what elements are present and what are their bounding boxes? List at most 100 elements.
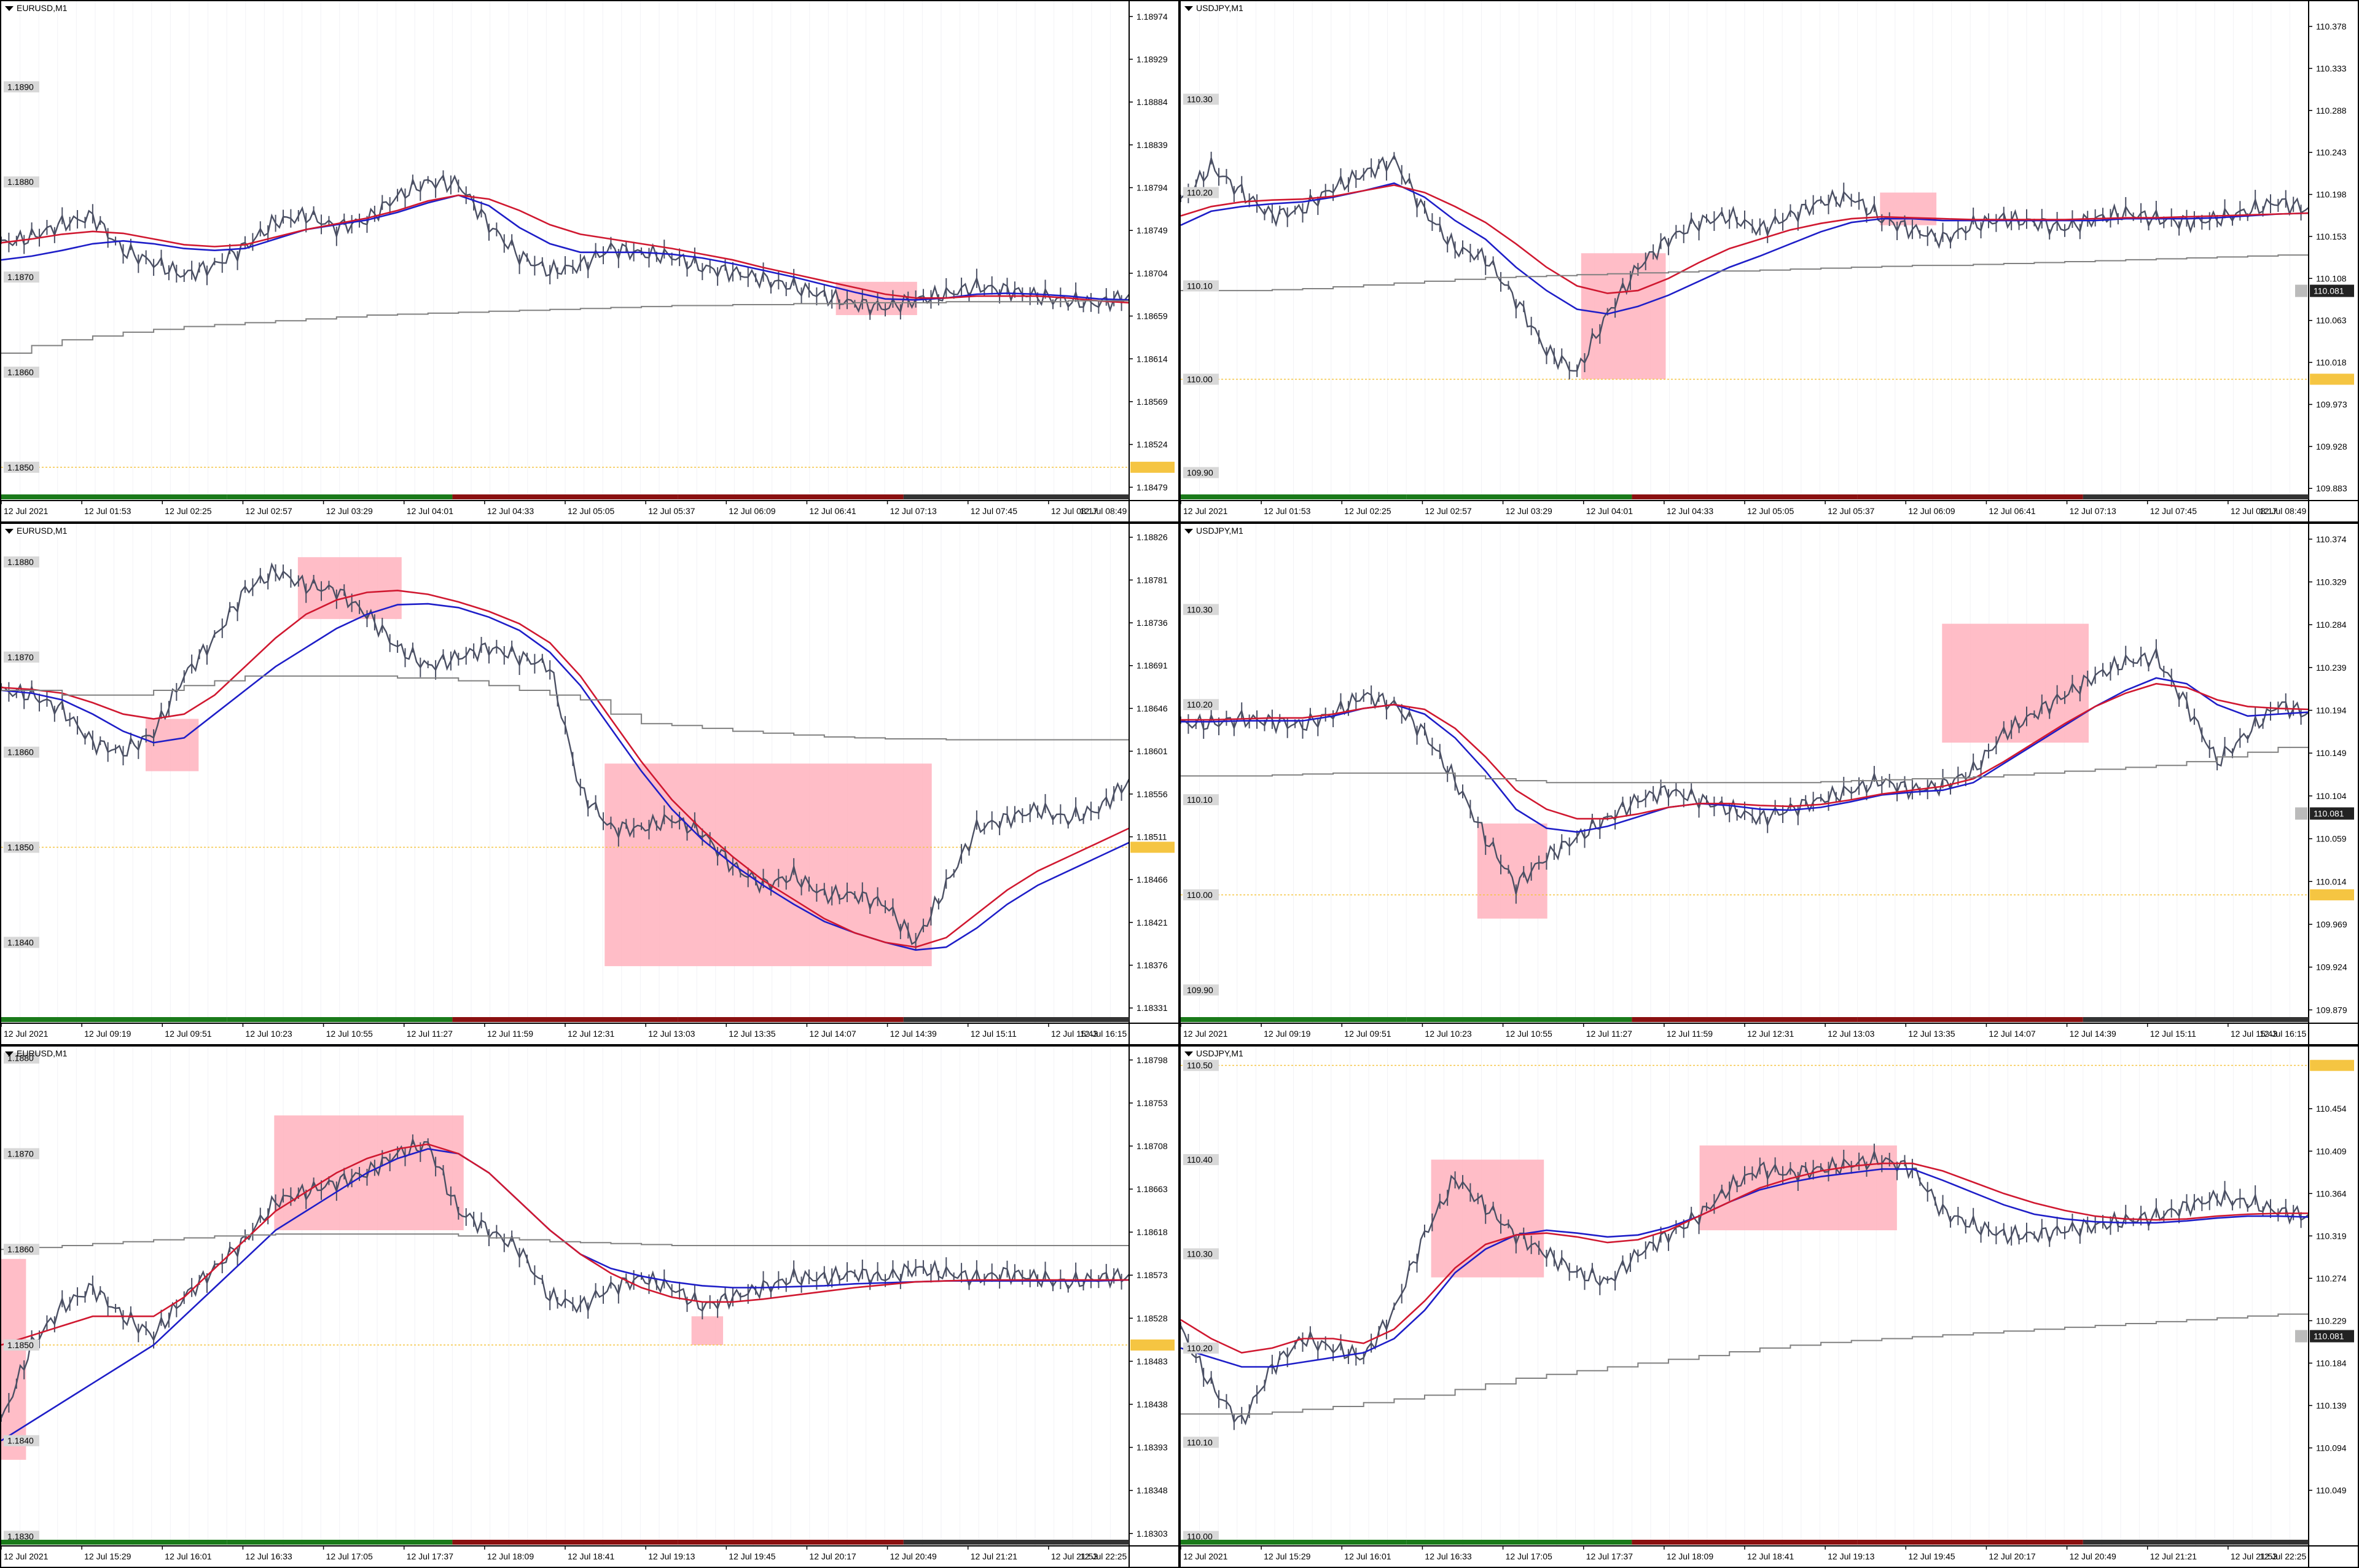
right-tick-label: 1.18839 [1136, 140, 1168, 150]
time-tick-label: 12 Jul 07:45 [971, 506, 1017, 516]
time-tick-label: 12 Jul 07:13 [890, 506, 937, 516]
right-tick-label: 1.18663 [1136, 1184, 1168, 1194]
right-tick-label: 1.18601 [1136, 746, 1168, 756]
svg-text:1.1890: 1.1890 [7, 82, 34, 92]
dropdown-triangle-icon[interactable] [5, 1051, 14, 1057]
right-tick-label: 1.18884 [1136, 97, 1168, 107]
time-tick-label: 12 Jul 09:51 [1344, 1029, 1391, 1039]
svg-text:1.1830: 1.1830 [7, 1531, 34, 1541]
chart-svg: 1.1890 1.1880 1.1870 1.1860 1.1850 1.18974 1.1… [1, 1, 1178, 521]
left-tick-label: 110.30 [1183, 604, 1219, 615]
chart-panel-4[interactable]: 110.30 110.20 110.10 110.00 109.90 110.374 110… [1180, 523, 2359, 1045]
time-tick-label: 12 Jul 19:45 [729, 1551, 775, 1561]
time-tick-label: 12 Jul 09:19 [1264, 1029, 1310, 1039]
dropdown-triangle-icon[interactable] [1184, 6, 1193, 12]
right-tick-label: 1.18331 [1136, 1003, 1168, 1013]
svg-text:1.1860: 1.1860 [7, 747, 34, 757]
right-tick-label: 1.18483 [1136, 1356, 1168, 1366]
chart-symbol-title[interactable]: EURUSD,M1 [5, 1048, 67, 1058]
time-tick-label: 12 Jul 17:37 [407, 1551, 453, 1561]
chart-symbol-title[interactable]: USDJPY,M1 [1184, 3, 1243, 13]
right-tick-label: 1.18348 [1136, 1486, 1168, 1496]
time-tick-label: 12 Jul 11:27 [1586, 1029, 1632, 1039]
symbol-label: EURUSD,M1 [17, 1048, 68, 1058]
time-tick-label: 12 Jul 15:29 [84, 1551, 131, 1561]
time-tick-label: 12 Jul 12:31 [1747, 1029, 1794, 1039]
session-strip [1, 494, 1129, 499]
chart-symbol-title[interactable]: USDJPY,M1 [1184, 1048, 1243, 1058]
time-tick-label: 12 Jul 08:17 [2231, 506, 2277, 516]
highlight-zone [1581, 253, 1666, 380]
time-tick-label: 12 Jul 04:33 [1667, 506, 1713, 516]
chart-panel-3[interactable]: 1.1880 1.1870 1.1860 1.1850 1.1840 1.18826 1.1… [0, 523, 1180, 1045]
svg-text:110.081: 110.081 [2314, 1332, 2344, 1341]
time-tick-label: 12 Jul 15:11 [2150, 1029, 2196, 1039]
chart-panel-5[interactable]: 1.1880 1.1870 1.1860 1.1850 1.1840 1.1830 1.18… [0, 1045, 1180, 1568]
left-tick-label: 109.90 [1183, 467, 1219, 478]
svg-text:1.1870: 1.1870 [7, 1149, 34, 1158]
symbol-label: USDJPY,M1 [1196, 526, 1243, 536]
right-tick-label: 1.18659 [1136, 311, 1168, 321]
time-tick-label: 12 Jul 20:17 [809, 1551, 856, 1561]
time-tick-label: 12 Jul 13:03 [1828, 1029, 1874, 1039]
moving-average-slow-line [1181, 682, 2309, 820]
dropdown-triangle-icon[interactable] [5, 529, 14, 534]
right-tick-label: 110.104 [2316, 791, 2347, 801]
time-tick-label: 12 Jul 13:03 [648, 1029, 695, 1039]
chart-symbol-title[interactable]: EURUSD,M1 [5, 526, 67, 536]
time-tick-label: 12 Jul 14:39 [2070, 1029, 2116, 1039]
time-tick-label: 12 Jul 04:33 [487, 506, 534, 516]
chart-symbol-title[interactable]: EURUSD,M1 [5, 3, 67, 13]
right-tick-label: 1.18393 [1136, 1443, 1168, 1453]
right-tick-label: 110.229 [2316, 1316, 2347, 1325]
dropdown-triangle-icon[interactable] [1184, 1051, 1193, 1057]
highlight-zone [1, 1258, 26, 1460]
time-tick-label: 12 Jul 11:27 [407, 1029, 453, 1039]
chart-panel-1[interactable]: 1.1890 1.1880 1.1870 1.1860 1.1850 1.18974 1.1… [0, 0, 1180, 523]
support-level-line [1, 300, 1129, 354]
symbol-label: EURUSD,M1 [17, 526, 68, 536]
time-tick-label: 12 Jul 20:17 [1989, 1551, 2035, 1561]
last-price-label: 110.081 [2295, 1330, 2354, 1343]
svg-text:110.30: 110.30 [1187, 604, 1213, 614]
time-tick-label: 12 Jul 11:59 [487, 1029, 533, 1039]
last-price-label: 110.081 [2295, 284, 2354, 297]
right-price-scale [2309, 1, 2358, 521]
svg-text:1.1880: 1.1880 [7, 557, 34, 567]
right-price-scale [1129, 1047, 1178, 1567]
moving-average-fast-line [1, 603, 1130, 951]
right-tick-label: 110.063 [2316, 316, 2347, 326]
time-tick-label: 12 Jul 02:57 [1425, 506, 1471, 516]
svg-text:109.90: 109.90 [1187, 467, 1213, 477]
chart-symbol-title[interactable]: USDJPY,M1 [1184, 526, 1243, 536]
svg-text:1.1850: 1.1850 [7, 462, 34, 472]
time-tick-label: 12 Jul 06:41 [1989, 506, 2035, 516]
time-tick-label: 12 Jul 10:23 [1425, 1029, 1471, 1039]
dropdown-triangle-icon[interactable] [1184, 529, 1193, 534]
session-strip [1181, 1540, 2309, 1545]
svg-text:110.20: 110.20 [1187, 700, 1213, 709]
session-strip [1, 1540, 1129, 1545]
left-tick-label: 1.1870 [4, 651, 39, 663]
support-level-line [1181, 253, 2309, 292]
highlight-zone [297, 557, 402, 619]
svg-text:110.081: 110.081 [2314, 809, 2344, 819]
time-tick-label: 12 Jul 2021 [4, 1029, 49, 1039]
time-tick-label: 12 Jul 2021 [1183, 506, 1228, 516]
dropdown-triangle-icon[interactable] [5, 6, 14, 12]
chart-panel-2[interactable]: 110.30 110.20 110.10 110.00 109.90 110.378 110… [1180, 0, 2359, 523]
right-tick-label: 110.094 [2316, 1443, 2347, 1453]
moving-average-slow-line [1, 194, 1130, 304]
chart-svg: 110.30 110.20 110.10 110.00 109.90 110.378 110… [1181, 1, 2358, 521]
right-tick-label: 1.18376 [1136, 961, 1168, 970]
time-tick-label: 12 Jul 16:33 [245, 1551, 292, 1561]
time-tick-label: 12 Jul 02:57 [245, 506, 292, 516]
left-tick-label: 1.1860 [4, 1244, 39, 1255]
right-tick-label: 1.18704 [1136, 268, 1168, 278]
chart-panel-6[interactable]: 110.50 110.40 110.30 110.20 110.10 110.00 110.… [1180, 1045, 2359, 1568]
svg-text:1.1860: 1.1860 [7, 1244, 34, 1254]
svg-text:1.1880: 1.1880 [7, 1053, 34, 1063]
left-tick-label: 110.40 [1183, 1154, 1219, 1166]
right-tick-label: 110.374 [2316, 534, 2347, 544]
svg-text:1.1880: 1.1880 [7, 177, 34, 187]
